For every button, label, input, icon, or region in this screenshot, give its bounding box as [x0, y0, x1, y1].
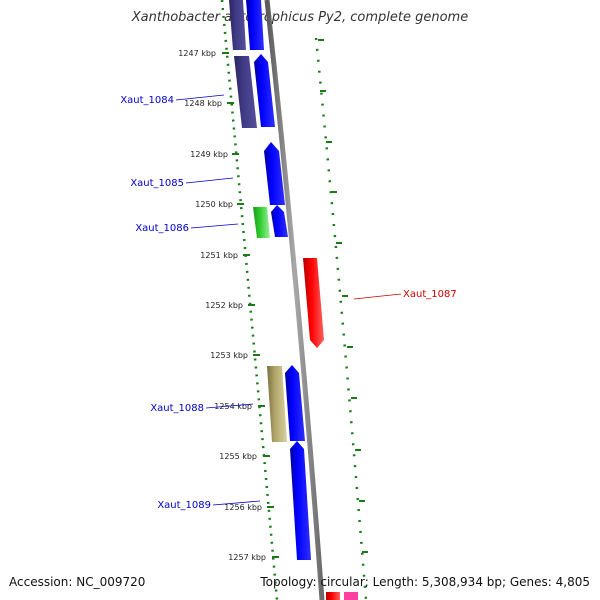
- scale-label: 1252 kbp: [205, 301, 243, 310]
- gene-feature-forward[interactable]: [285, 365, 305, 441]
- gene-label-xaut-1086[interactable]: Xaut_1086: [135, 223, 189, 234]
- gene-feature-forward[interactable]: [264, 142, 285, 205]
- gene-label-xaut-1089[interactable]: Xaut_1089: [157, 500, 211, 511]
- accession-label: Accession: NC_009720: [9, 575, 146, 589]
- label-leader-line: [212, 500, 261, 506]
- map-title: Xanthobacter autotrophicus Py2, complete…: [131, 10, 469, 25]
- genome-backbone: [264, 0, 325, 600]
- scale-label: 1255 kbp: [219, 452, 257, 461]
- scale-label: 1253 kbp: [210, 351, 248, 360]
- gene-label-xaut-1084[interactable]: Xaut_1084: [120, 95, 174, 106]
- gene-feature-dark[interactable]: [229, 0, 246, 50]
- scale-label: 1254 kbp: [214, 402, 252, 411]
- gene-label-xaut-1088[interactable]: Xaut_1088: [150, 403, 204, 414]
- gene-feature-forward[interactable]: [290, 441, 311, 560]
- gene-label-xaut-1085[interactable]: Xaut_1085: [130, 178, 184, 189]
- label-leader-line: [190, 223, 239, 229]
- gene-feature-dark[interactable]: [234, 56, 257, 128]
- inner-ring-ticks: [222, 52, 279, 558]
- gene-feature-pink[interactable]: [344, 592, 358, 600]
- scale-label: 1248 kbp: [184, 99, 222, 108]
- scale-label: 1247 kbp: [178, 49, 216, 58]
- gene-feature-reverse[interactable]: [303, 258, 324, 348]
- scale-label: 1256 kbp: [224, 503, 262, 512]
- scale-label: 1257 kbp: [228, 553, 266, 562]
- topology-label: Topology: circular; Length: 5,308,934 bp…: [260, 575, 590, 589]
- gene-feature-reverse[interactable]: [326, 592, 340, 600]
- label-leader-line: [205, 403, 254, 409]
- gene-feature-olive[interactable]: [267, 366, 287, 442]
- label-leader-line: [353, 293, 402, 300]
- outer-scale-ring: [314, 37, 368, 600]
- gene-feature-forward[interactable]: [254, 54, 275, 127]
- scale-label: 1249 kbp: [190, 150, 228, 159]
- scale-label: 1251 kbp: [200, 251, 238, 260]
- scale-label: 1250 kbp: [195, 200, 233, 209]
- gene-feature-forward[interactable]: [246, 0, 264, 50]
- label-leader-line: [175, 94, 225, 101]
- gene-feature-forward[interactable]: [271, 205, 288, 237]
- gene-feature-green[interactable]: [253, 207, 270, 238]
- label-leader-line: [185, 177, 234, 184]
- outer-ring-ticks: [318, 39, 368, 553]
- gene-label-xaut-1087[interactable]: Xaut_1087: [403, 289, 457, 300]
